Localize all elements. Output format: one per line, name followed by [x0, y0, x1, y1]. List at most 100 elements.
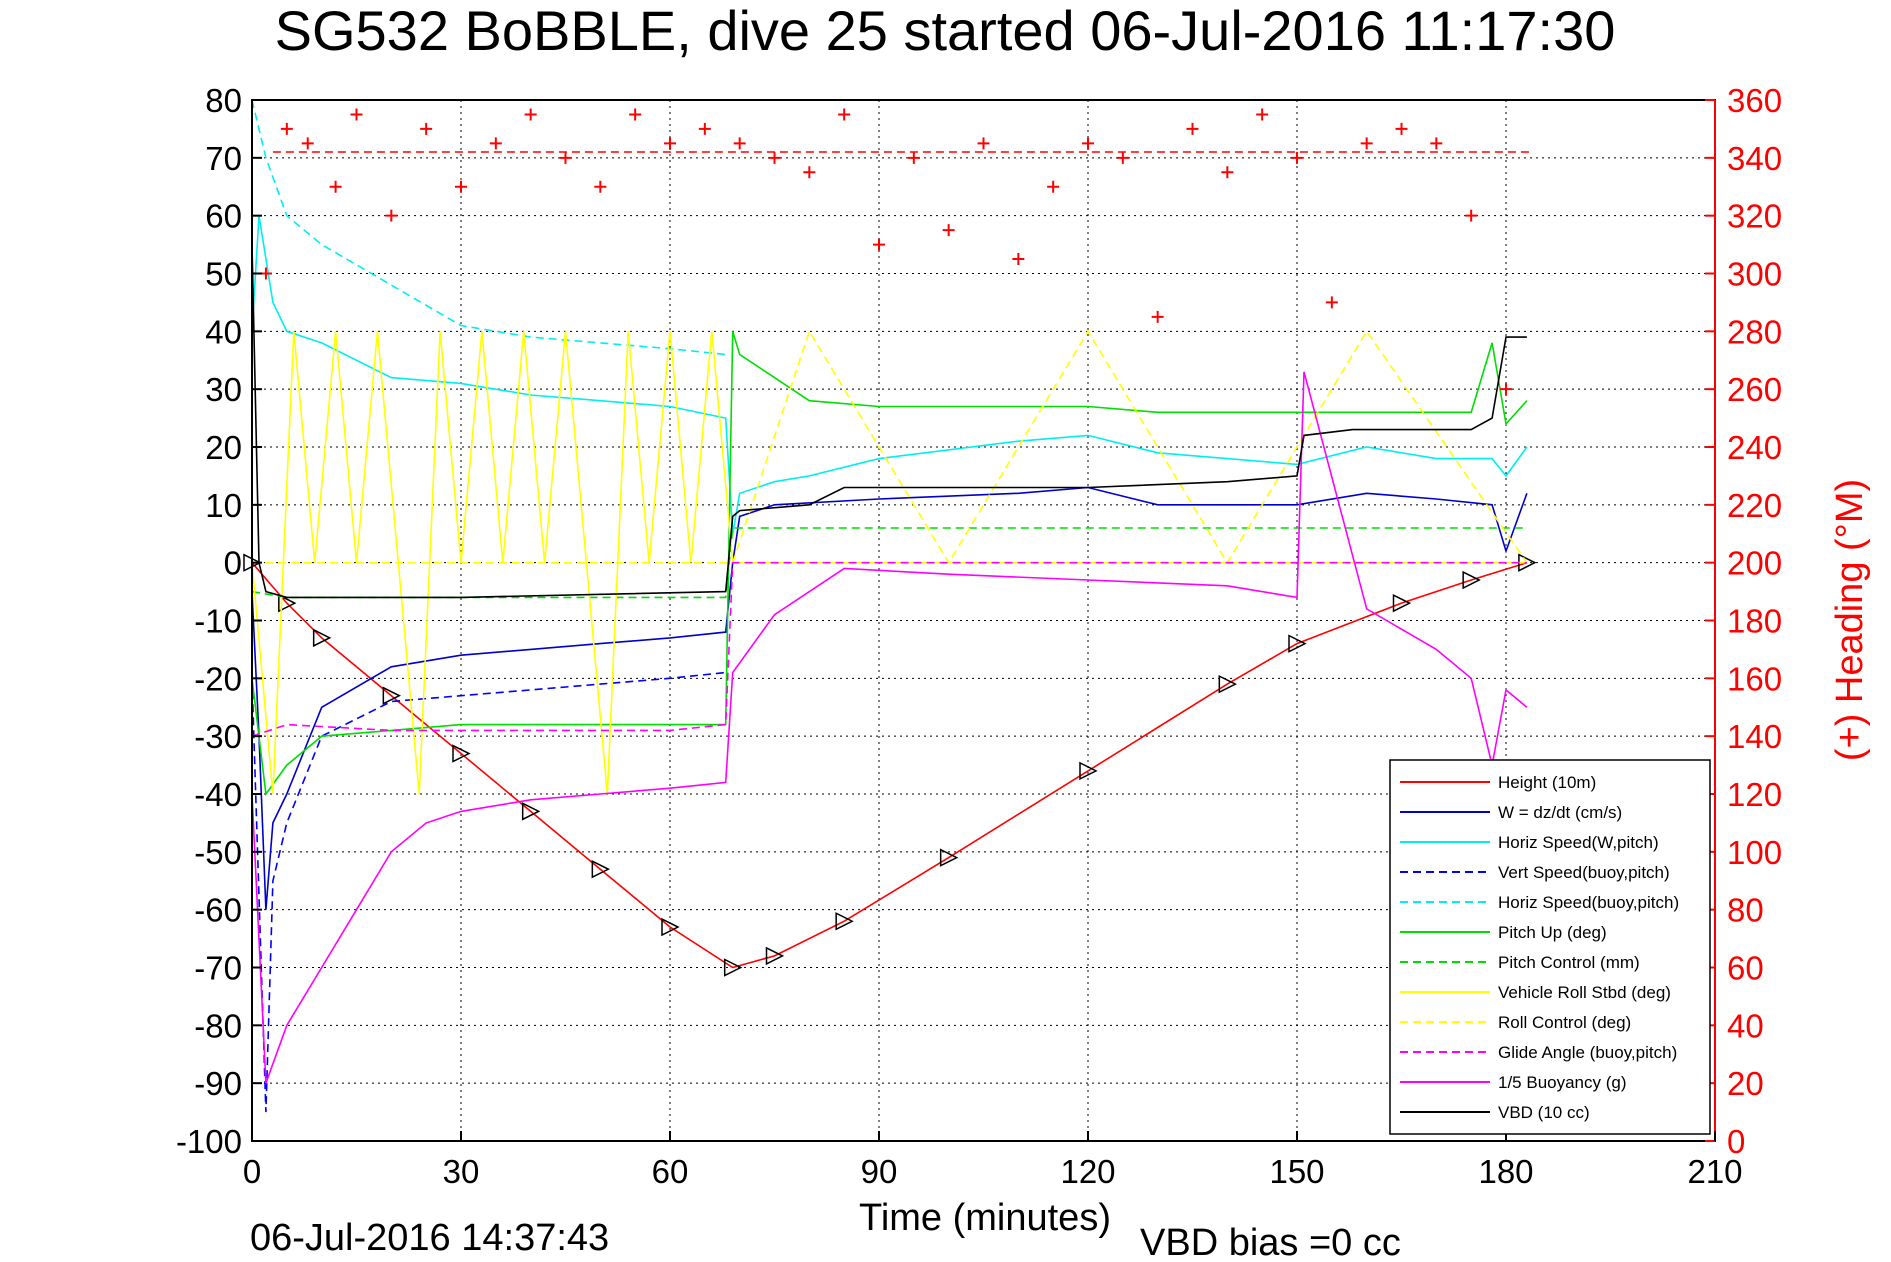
- heading-point: [1291, 151, 1303, 164]
- tick-label-right: 220: [1727, 487, 1782, 524]
- tick-label-left: -90: [194, 1065, 242, 1102]
- heading-point: [1360, 137, 1373, 150]
- tick-label-left: 50: [205, 256, 242, 293]
- series-layer: [243, 99, 1537, 1113]
- heading-point: [1186, 122, 1199, 135]
- tick-label-left: 20: [205, 429, 242, 466]
- tick-label-bottom: 0: [243, 1153, 261, 1190]
- heading-point: [1151, 310, 1164, 323]
- left-axis-ticks: 80 70 60 50 40 30 20 10 0 -10 -20 -30 -40 -50 -60 -70 -8…: [176, 82, 262, 1160]
- heading-point: [664, 137, 676, 150]
- tick-label-left: -70: [194, 950, 242, 987]
- tick-label-left: -60: [194, 892, 242, 929]
- tick-label-bottom: 90: [861, 1153, 898, 1190]
- tick-label-right: 0: [1727, 1123, 1745, 1160]
- heading-point: [803, 166, 816, 179]
- height-marker: [1079, 761, 1098, 781]
- heading-point: [1325, 296, 1338, 309]
- tick-label-left: 10: [205, 487, 242, 524]
- series-w-dz-dt-cm-s: [251, 486, 1528, 910]
- heading-point: [1012, 253, 1025, 266]
- legend-label: Height (10m): [1498, 773, 1596, 792]
- vbd-bias-label: VBD bias =0 cc: [1140, 1222, 1401, 1262]
- tick-label-right: 80: [1727, 892, 1764, 929]
- tick-label-left: -10: [194, 603, 242, 640]
- series-1-5-buoyancy-g: [251, 371, 1528, 1084]
- series-vert-speed-buoy-pitch: [251, 671, 726, 1113]
- heading-point: [698, 122, 711, 135]
- legend: Height (10m) W = dz/dt (cm/s) Horiz Speed(…: [1389, 759, 1711, 1135]
- heading-point: [1221, 166, 1234, 179]
- tick-label-left: 30: [205, 371, 242, 408]
- chart-title: SG532 BoBBLE, dive 25 started 06-Jul-201…: [275, 0, 1616, 62]
- tick-label-right: 180: [1727, 603, 1782, 640]
- tick-label-bottom: 30: [443, 1153, 480, 1190]
- heading-point: [1430, 137, 1443, 150]
- heading-point: [301, 137, 314, 150]
- series-pitch-control-mm: [251, 527, 1527, 599]
- heading-point: [1116, 151, 1129, 164]
- legend-label: Horiz Speed(W,pitch): [1498, 833, 1659, 852]
- heading-point: [733, 137, 746, 150]
- height-marker: [1288, 634, 1307, 653]
- tick-label-left: 0: [224, 545, 242, 582]
- tick-label-left: -30: [194, 718, 242, 755]
- series-heading-m: [259, 108, 1512, 396]
- heading-point: [873, 238, 885, 251]
- height-marker: [1218, 674, 1238, 694]
- tick-label-left: 40: [205, 313, 242, 350]
- heading-point: [977, 137, 990, 150]
- tick-label-bottom: 150: [1269, 1153, 1324, 1190]
- height-marker: [452, 744, 471, 763]
- height-marker: [661, 917, 680, 937]
- x-axis-label: Time (minutes): [859, 1197, 1111, 1239]
- heading-point: [1395, 122, 1408, 135]
- legend-label: 1/5 Buoyancy (g): [1498, 1073, 1627, 1092]
- height-marker: [765, 946, 785, 966]
- tick-label-right: 40: [1727, 1007, 1764, 1044]
- heading-point: [385, 209, 398, 222]
- legend-label: W = dz/dt (cm/s): [1498, 803, 1622, 822]
- tick-label-left: 60: [205, 198, 242, 235]
- tick-label-bottom: 60: [652, 1153, 689, 1190]
- tick-label-left: -50: [194, 834, 242, 871]
- legend-label: Pitch Control (mm): [1498, 953, 1640, 972]
- tick-label-bottom: 180: [1478, 1153, 1533, 1190]
- tick-label-right: 260: [1727, 371, 1782, 408]
- tick-label-right: 100: [1727, 834, 1782, 871]
- series-height-10m: [251, 561, 1528, 969]
- legend-label: Pitch Up (deg): [1498, 923, 1607, 942]
- right-axis-label: (+) Heading (°M): [1829, 479, 1871, 761]
- legend-box: [1389, 759, 1711, 1135]
- tick-label-right: 200: [1727, 545, 1782, 582]
- tick-label-left: 80: [205, 82, 242, 119]
- height-marker: [939, 848, 959, 867]
- height-marker: [1392, 593, 1412, 613]
- tick-label-right: 140: [1727, 718, 1782, 755]
- heading-point: [1500, 383, 1512, 396]
- tick-label-right: 20: [1727, 1065, 1764, 1102]
- heading-point: [489, 137, 502, 150]
- tick-label-right: 360: [1727, 82, 1782, 119]
- height-marker: [591, 859, 611, 879]
- heading-point: [559, 151, 572, 164]
- tick-label-bottom: 120: [1060, 1153, 1115, 1190]
- height-marker: [1462, 570, 1481, 590]
- heading-point: [350, 108, 363, 121]
- heading-point: [907, 151, 920, 164]
- heading-point: [629, 108, 642, 121]
- heading-point: [329, 180, 342, 193]
- height-marker: [382, 686, 402, 705]
- height-marker: [521, 802, 541, 821]
- tick-label-right: 340: [1727, 140, 1782, 177]
- height-marker: [723, 958, 743, 977]
- series-pitch-up-deg: [251, 331, 1528, 797]
- height-marker: [835, 912, 854, 931]
- series-glide-angle-buoy-pitch: [251, 561, 1527, 737]
- heading-point: [455, 180, 467, 193]
- legend-label: VBD (10 cc): [1498, 1103, 1590, 1122]
- tick-label-right: 280: [1727, 313, 1782, 350]
- heading-point: [768, 151, 781, 164]
- tick-label-right: 120: [1727, 776, 1782, 813]
